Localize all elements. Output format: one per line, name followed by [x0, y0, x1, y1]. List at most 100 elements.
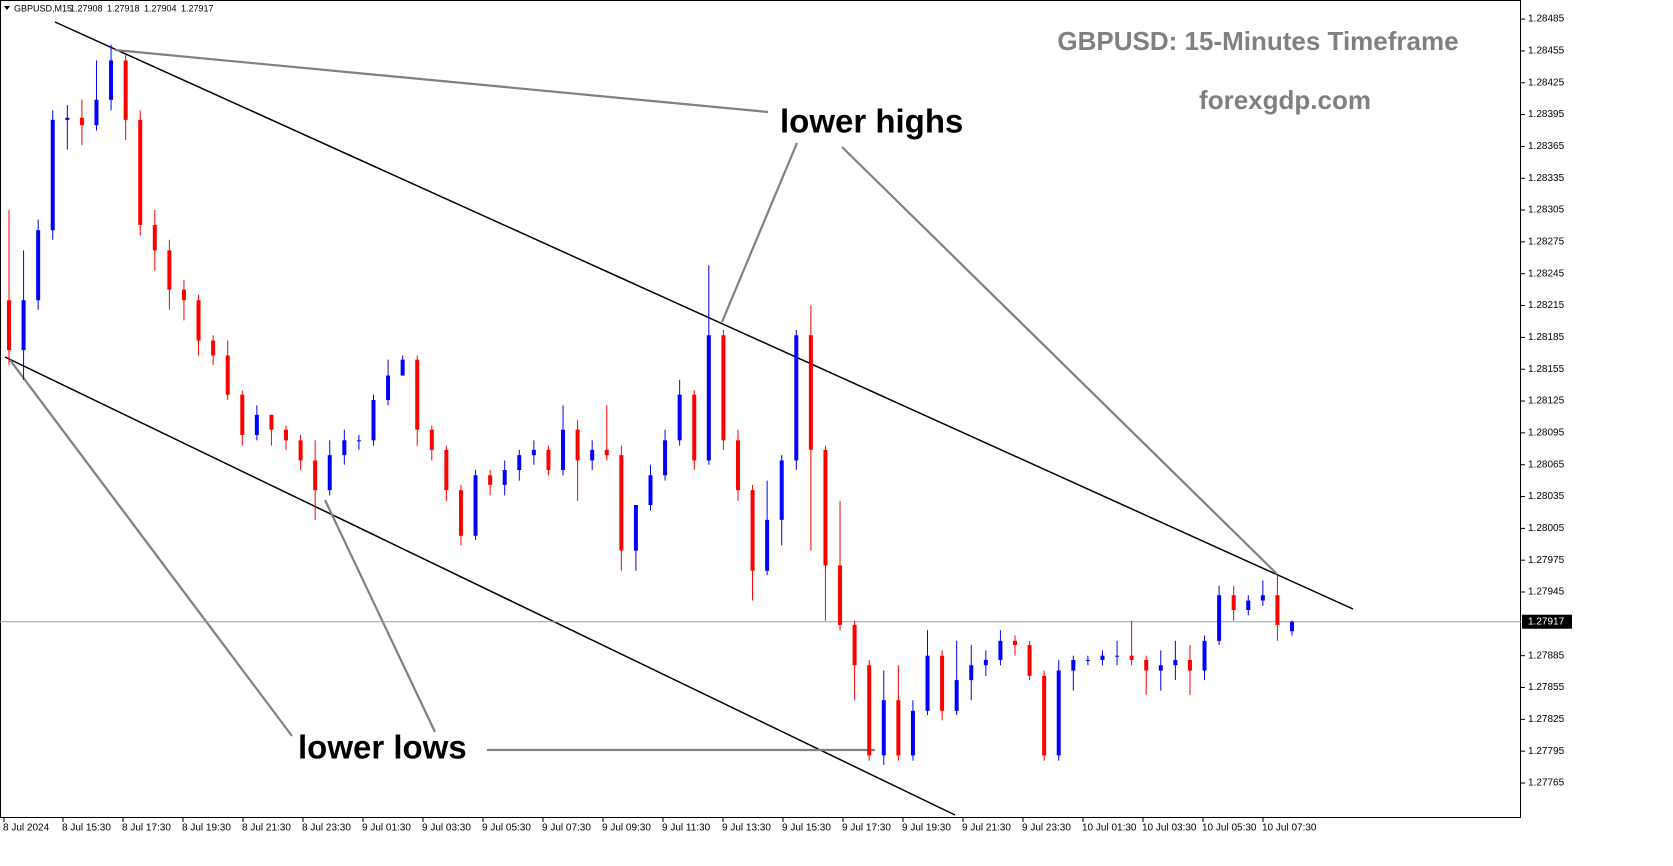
candle-body: [138, 119, 143, 225]
chart-title: GBPUSD: 15-Minutes Timeframe: [1057, 26, 1458, 56]
candle-body: [735, 440, 740, 491]
candle-body: [896, 700, 901, 756]
y-tick-label: 1.28485: [1528, 14, 1565, 25]
candle-body: [750, 490, 755, 571]
candle-body: [473, 475, 478, 536]
candle-body: [371, 399, 376, 441]
annotation: lower lows: [298, 729, 467, 766]
x-tick-label: 9 Jul 11:30: [662, 823, 711, 834]
candle-body: [65, 117, 70, 120]
y-tick-label: 1.28005: [1528, 523, 1565, 534]
x-tick-label: 8 Jul 15:30: [62, 823, 111, 834]
pointer: [720, 142, 799, 323]
candle-body: [823, 449, 828, 566]
x-tick-label: 8 Jul 21:30: [242, 823, 291, 834]
x-tick-label: 10 Jul 07:30: [1262, 823, 1317, 834]
candle-body: [706, 335, 711, 461]
candle-body: [298, 440, 303, 461]
candle-body: [677, 394, 682, 441]
y-tick-label: 1.28065: [1528, 459, 1565, 470]
y-tick-label: 1.28275: [1528, 237, 1565, 248]
candle-body: [1246, 600, 1251, 611]
x-tick-label: 8 Jul 2024: [3, 823, 50, 834]
upper-channel-line: [54, 21, 1354, 610]
candle-body: [181, 289, 186, 301]
candle-body: [983, 659, 988, 666]
candle-body: [415, 359, 420, 430]
y-tick-label: 1.28245: [1528, 268, 1565, 279]
candle-body: [94, 99, 99, 126]
candle-body: [342, 440, 347, 456]
candle-body: [1042, 675, 1047, 756]
lower-channel-line: [4, 356, 956, 816]
candle-body: [940, 655, 945, 711]
candle-body: [721, 335, 726, 441]
candle-body: [1027, 645, 1032, 676]
candle-body: [79, 117, 84, 126]
x-tick-label: 9 Jul 21:30: [962, 823, 1011, 834]
candle-body: [196, 300, 201, 341]
y-tick-label: 1.28215: [1528, 300, 1565, 311]
candle-body: [604, 449, 609, 456]
candle-body: [648, 475, 653, 506]
x-tick-label: 9 Jul 19:30: [902, 823, 951, 834]
candle-body: [36, 230, 41, 301]
candle-body: [1202, 640, 1207, 671]
current-price-box: [1522, 614, 1572, 629]
candle-body: [881, 700, 886, 756]
candle-body: [619, 455, 624, 551]
pointer: [841, 146, 1278, 575]
current-price-label: 1.27917: [1528, 616, 1565, 627]
candle-body: [1085, 659, 1090, 661]
candle-body: [1217, 595, 1222, 641]
x-tick-label: 9 Jul 23:30: [1022, 823, 1071, 834]
candle-body: [429, 429, 434, 450]
candle-body: [225, 355, 230, 395]
y-tick-label: 1.27975: [1528, 555, 1565, 566]
candle-body: [852, 624, 857, 666]
y-tick-label: 1.28305: [1528, 205, 1565, 216]
y-tick-label: 1.28125: [1528, 396, 1565, 407]
candle-body: [444, 449, 449, 491]
y-tick-label: 1.27855: [1528, 682, 1565, 693]
x-tick-label: 8 Jul 19:30: [182, 823, 231, 834]
candle-body: [109, 60, 114, 100]
candle-body: [1231, 595, 1236, 611]
candle-body: [765, 519, 770, 571]
header-close: 1.27917: [181, 3, 214, 13]
candle-body: [1012, 640, 1017, 646]
candle-body: [1275, 595, 1280, 625]
x-tick-label: 9 Jul 15:30: [782, 823, 831, 834]
candle-body: [254, 414, 259, 435]
candle-body: [925, 655, 930, 711]
header-open: 1.27908: [70, 3, 103, 13]
candle-body: [488, 475, 493, 485]
candle-body: [1187, 659, 1192, 671]
candle-body: [152, 224, 157, 251]
candle-body: [123, 60, 128, 120]
y-tick-label: 1.28425: [1528, 77, 1565, 88]
candle-body: [284, 429, 289, 441]
pointer: [324, 499, 436, 733]
annotation: lower highs: [780, 103, 963, 140]
x-tick-label: 8 Jul 23:30: [302, 823, 351, 834]
candle-body: [998, 640, 1003, 660]
x-tick-label: 9 Jul 03:30: [422, 823, 471, 834]
y-tick-label: 1.28455: [1528, 46, 1565, 57]
candle-body: [969, 665, 974, 681]
y-tick-label: 1.28035: [1528, 491, 1565, 502]
candle-body: [269, 414, 274, 430]
candle-body: [313, 460, 318, 491]
x-tick-label: 9 Jul 13:30: [722, 823, 771, 834]
candle-body: [779, 460, 784, 520]
x-tick-label: 10 Jul 03:30: [1142, 823, 1197, 834]
menu-arrow: [4, 6, 10, 10]
candle-body: [21, 300, 26, 351]
candle-body: [50, 119, 55, 231]
y-tick-label: 1.28155: [1528, 364, 1565, 375]
candle-body: [458, 490, 463, 536]
candle-body: [546, 449, 551, 471]
pointer: [9, 359, 293, 737]
